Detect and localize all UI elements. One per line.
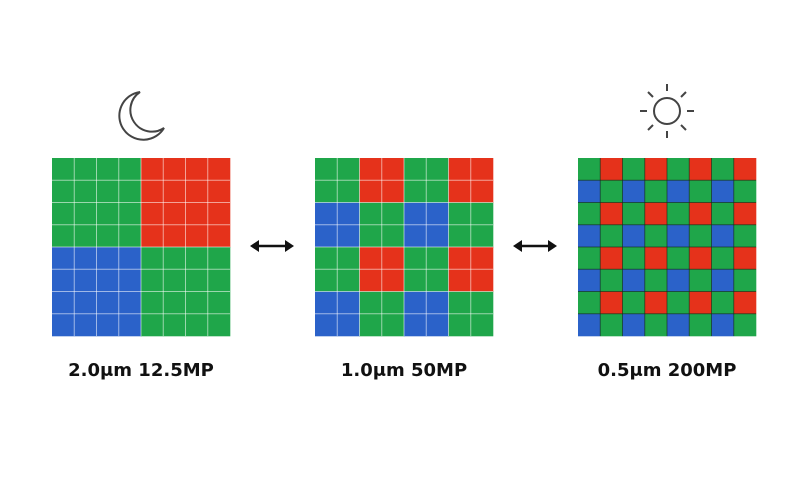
pixel-block — [578, 158, 601, 181]
pixel-block — [733, 247, 757, 270]
pixel-block — [622, 202, 646, 226]
pixel-block — [578, 180, 601, 203]
pixel-block — [600, 180, 623, 203]
pixel-block — [644, 247, 668, 270]
pixel-block — [667, 158, 690, 181]
pixel-block — [622, 158, 646, 181]
pixel-block — [733, 158, 757, 181]
pixel-block — [689, 291, 712, 315]
pixel-block — [733, 202, 757, 226]
pixel-block — [711, 247, 735, 270]
pixel-block — [644, 224, 668, 248]
pixel-block — [644, 180, 668, 203]
pixel-block — [578, 313, 601, 337]
pixel-block — [733, 291, 757, 315]
sun-icon — [640, 84, 694, 138]
pixel-block — [689, 313, 712, 337]
pixel-block — [622, 224, 646, 248]
pixel-block — [689, 202, 712, 226]
pixel-block — [711, 291, 735, 315]
pixel-block — [667, 180, 690, 203]
pixel-block — [622, 247, 646, 270]
pixel-block — [711, 180, 735, 203]
pixel-block — [689, 224, 712, 248]
pixel-block — [733, 269, 757, 292]
pixel-block — [711, 313, 735, 337]
pixel-block — [667, 313, 690, 337]
pixel-block — [644, 291, 668, 315]
moon-icon — [118, 91, 165, 141]
panel-label: 2.0μm 12.5MP — [68, 360, 214, 381]
pixel-block — [689, 247, 712, 270]
pixel-block — [689, 269, 712, 292]
pixel-block — [667, 269, 690, 292]
pixel-block — [667, 291, 690, 315]
pixel-block — [644, 158, 668, 181]
pixel-block — [689, 180, 712, 203]
pixel-block — [733, 313, 757, 337]
pixel-block — [667, 224, 690, 248]
pixel-block — [600, 291, 623, 315]
pixel-block — [578, 247, 601, 270]
pixel-block — [600, 313, 623, 337]
pixel-block — [711, 269, 735, 292]
pixel-block — [578, 224, 601, 248]
panel-label: 0.5μm 200MP — [598, 360, 737, 381]
pixel-block — [711, 202, 735, 226]
pixel-block — [578, 291, 601, 315]
pixel-block — [644, 313, 668, 337]
pixel-block — [578, 269, 601, 292]
pixel-block — [667, 247, 690, 270]
pixel-block — [644, 269, 668, 292]
pixel-block — [600, 269, 623, 292]
pixel-block — [733, 224, 757, 248]
pixel-block — [600, 158, 623, 181]
pixel-block — [622, 291, 646, 315]
pixel-block — [622, 313, 646, 337]
pixel-block — [578, 202, 601, 226]
pixel-block — [733, 180, 757, 203]
pixel-block — [600, 247, 623, 270]
pixel-block — [689, 158, 712, 181]
double-arrow — [250, 240, 294, 252]
pixel-block — [644, 202, 668, 226]
pixel-block — [667, 202, 690, 226]
pixel-block — [711, 158, 735, 181]
double-arrow — [513, 240, 557, 252]
panel-label: 1.0μm 50MP — [341, 360, 467, 381]
pixel-block — [600, 202, 623, 226]
pixel-block — [622, 269, 646, 292]
pixel-block — [711, 224, 735, 248]
pixel-block — [600, 224, 623, 248]
pixel-block — [622, 180, 646, 203]
